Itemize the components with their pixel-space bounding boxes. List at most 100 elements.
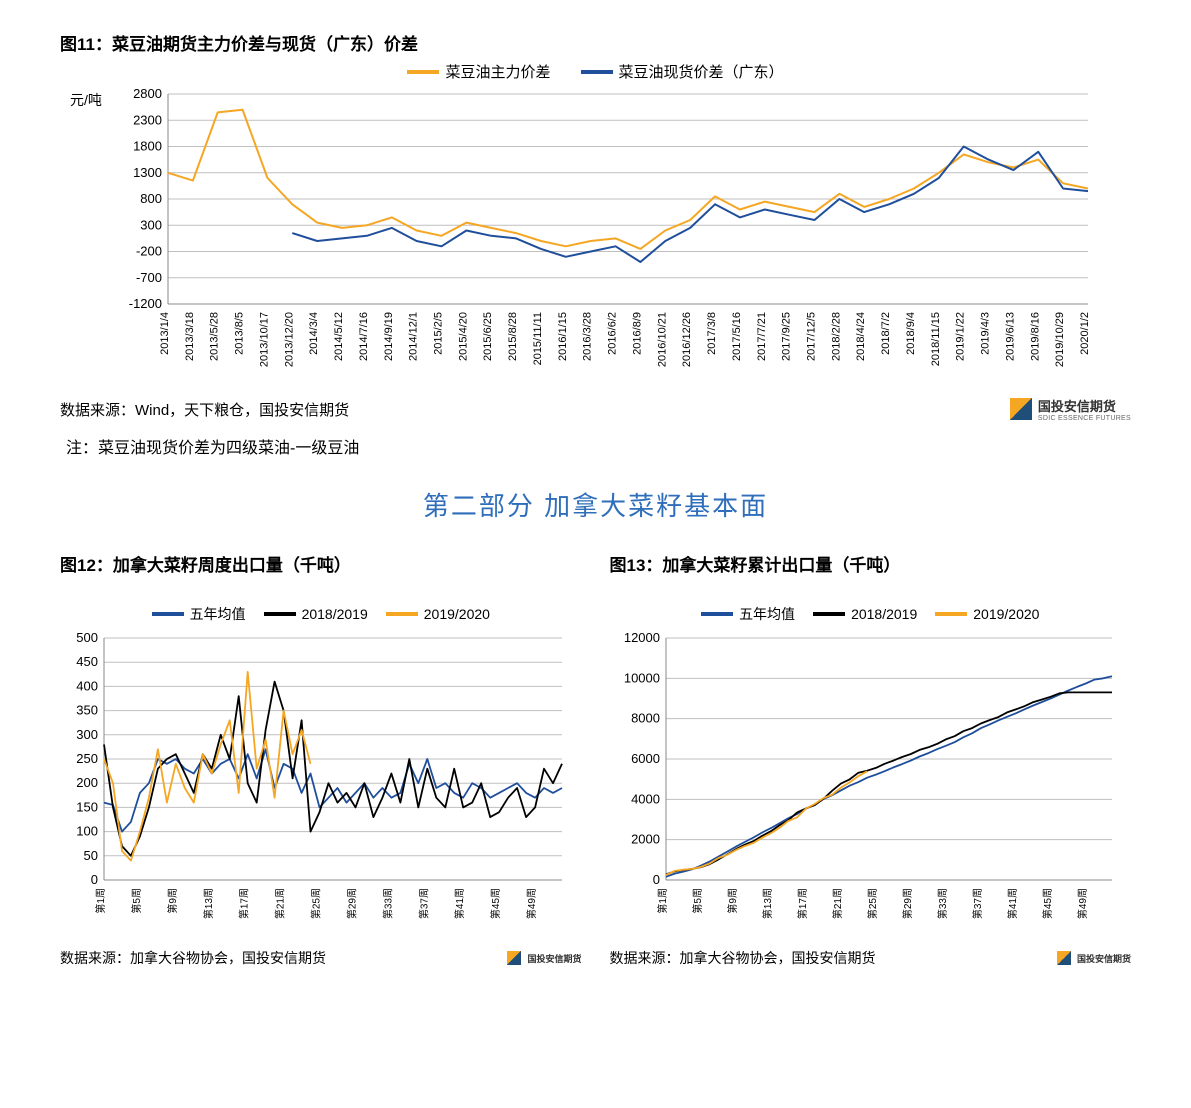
legend-label: 2019/2020 — [424, 606, 490, 622]
svg-text:2017/9/25: 2017/9/25 — [781, 312, 793, 361]
svg-text:2019/10/29: 2019/10/29 — [1054, 312, 1066, 367]
section-title: 第二部分 加拿大菜籽基本面 — [60, 486, 1131, 523]
svg-text:2019/1/22: 2019/1/22 — [955, 312, 967, 361]
svg-text:2000: 2000 — [631, 832, 660, 847]
svg-text:第13周: 第13周 — [202, 888, 215, 919]
svg-text:2014/12/1: 2014/12/1 — [408, 312, 420, 361]
chart13-legend: 五年均值 2018/2019 2019/2020 — [610, 604, 1132, 624]
svg-text:2016/10/21: 2016/10/21 — [656, 312, 668, 367]
legend-item-futures: 菜豆油主力价差 — [407, 61, 550, 82]
svg-text:第45周: 第45周 — [489, 888, 502, 919]
legend-label: 2018/2019 — [851, 606, 917, 622]
svg-text:2020/1/2: 2020/1/2 — [1079, 312, 1091, 355]
svg-text:第13周: 第13周 — [760, 888, 773, 919]
svg-text:第37周: 第37周 — [970, 888, 983, 919]
chart12-title: 图12：加拿大菜籽周度出口量（千吨） — [60, 551, 582, 576]
chart11-plot: -1200-700-20030080013001800230028002013/… — [108, 84, 1098, 394]
chart11-source: 数据来源：Wind，天下粮仓，国投安信期货 — [60, 399, 349, 420]
svg-text:第9周: 第9周 — [166, 888, 179, 914]
svg-text:第9周: 第9周 — [725, 888, 738, 914]
svg-text:300: 300 — [140, 217, 162, 232]
svg-text:2014/5/12: 2014/5/12 — [333, 312, 345, 361]
svg-text:2013/5/28: 2013/5/28 — [209, 312, 221, 361]
svg-text:2013/10/17: 2013/10/17 — [258, 312, 270, 367]
svg-text:0: 0 — [91, 872, 98, 887]
svg-text:2014/7/16: 2014/7/16 — [358, 312, 370, 361]
legend-item-spot: 菜豆油现货价差（广东） — [581, 61, 784, 82]
svg-text:2014/3/4: 2014/3/4 — [308, 312, 320, 355]
logo-mark-icon — [1057, 951, 1071, 965]
svg-text:0: 0 — [652, 872, 659, 887]
chart12-legend: 五年均值 2018/2019 2019/2020 — [60, 604, 582, 624]
svg-text:500: 500 — [76, 630, 98, 645]
svg-text:第5周: 第5周 — [690, 888, 703, 914]
svg-text:10000: 10000 — [623, 670, 659, 685]
chart11-yaxis-label: 元/吨 — [70, 90, 102, 110]
svg-text:2014/9/19: 2014/9/19 — [383, 312, 395, 361]
svg-text:2016/12/26: 2016/12/26 — [681, 312, 693, 367]
chart12-source: 数据来源：加拿大谷物协会，国投安信期货 — [60, 948, 326, 968]
legend-label: 五年均值 — [739, 604, 795, 624]
chart13-source: 数据来源：加拿大谷物协会，国投安信期货 — [610, 948, 876, 968]
chart11-title: 图11：菜豆油期货主力价差与现货（广东）价差 — [60, 30, 1131, 55]
brand-logo: 国投安信期货 — [507, 951, 581, 965]
svg-text:第17周: 第17周 — [238, 888, 251, 919]
brand-logo: 国投安信期货 — [1057, 951, 1131, 965]
svg-text:2015/8/28: 2015/8/28 — [507, 312, 519, 361]
svg-text:2017/12/5: 2017/12/5 — [805, 312, 817, 361]
svg-text:12000: 12000 — [623, 630, 659, 645]
svg-text:第33周: 第33周 — [381, 888, 394, 919]
chart13-title: 图13：加拿大菜籽累计出口量（千吨） — [610, 551, 1132, 576]
svg-text:第21周: 第21周 — [274, 888, 287, 919]
svg-text:2019/8/16: 2019/8/16 — [1029, 312, 1041, 361]
svg-text:第29周: 第29周 — [345, 888, 358, 919]
brand-logo: 国投安信期货 SDIC ESSENCE FUTURES — [1010, 396, 1131, 422]
chart13-plot: 020004000600080001000012000第1周第5周第9周第13周… — [610, 626, 1120, 946]
svg-text:2013/3/18: 2013/3/18 — [184, 312, 196, 361]
chart11-legend: 菜豆油主力价差 菜豆油现货价差（广东） — [60, 61, 1131, 82]
svg-text:2017/3/8: 2017/3/8 — [706, 312, 718, 355]
svg-text:2013/8/5: 2013/8/5 — [233, 312, 245, 355]
svg-text:2018/2/28: 2018/2/28 — [830, 312, 842, 361]
svg-text:1800: 1800 — [133, 139, 162, 154]
svg-text:2018/9/4: 2018/9/4 — [905, 312, 917, 355]
svg-text:150: 150 — [76, 799, 98, 814]
svg-text:800: 800 — [140, 191, 162, 206]
svg-text:第21周: 第21周 — [830, 888, 843, 919]
svg-text:第49周: 第49周 — [525, 888, 538, 919]
chart11-note: 注：菜豆油现货价差为四级菜油-一级豆油 — [66, 434, 1131, 458]
svg-text:300: 300 — [76, 727, 98, 742]
legend-label: 2019/2020 — [973, 606, 1039, 622]
svg-text:2016/6/2: 2016/6/2 — [606, 312, 618, 355]
svg-text:2016/3/28: 2016/3/28 — [582, 312, 594, 361]
svg-text:2015/6/25: 2015/6/25 — [482, 312, 494, 361]
svg-text:450: 450 — [76, 654, 98, 669]
svg-text:2019/6/13: 2019/6/13 — [1004, 312, 1016, 361]
svg-text:350: 350 — [76, 703, 98, 718]
logo-cn: 国投安信期货 — [527, 952, 581, 965]
logo-mark-icon — [1010, 398, 1032, 420]
svg-text:2015/4/20: 2015/4/20 — [457, 312, 469, 361]
svg-text:2019/4/3: 2019/4/3 — [979, 312, 991, 355]
svg-text:2018/11/15: 2018/11/15 — [930, 312, 942, 366]
logo-mark-icon — [507, 951, 521, 965]
svg-text:2018/7/2: 2018/7/2 — [880, 312, 892, 355]
chart12-plot: 050100150200250300350400450500第1周第5周第9周第… — [60, 626, 570, 946]
svg-text:2013/1/4: 2013/1/4 — [159, 312, 171, 355]
legend-label: 菜豆油主力价差 — [445, 61, 550, 82]
svg-text:-1200: -1200 — [129, 296, 162, 311]
svg-text:4000: 4000 — [631, 791, 660, 806]
chart12-container: 图12：加拿大菜籽周度出口量（千吨） 五年均值 2018/2019 2019/2… — [60, 541, 582, 968]
svg-text:第1周: 第1周 — [94, 888, 107, 914]
svg-text:第41周: 第41周 — [453, 888, 466, 919]
svg-text:2016/8/9: 2016/8/9 — [631, 312, 643, 355]
svg-text:第37周: 第37周 — [417, 888, 430, 919]
svg-text:第33周: 第33周 — [935, 888, 948, 919]
svg-text:-200: -200 — [136, 244, 162, 259]
svg-text:2015/2/5: 2015/2/5 — [432, 312, 444, 355]
legend-label: 五年均值 — [190, 604, 246, 624]
chart13-container: 图13：加拿大菜籽累计出口量（千吨） 五年均值 2018/2019 2019/2… — [610, 541, 1132, 968]
svg-text:第25周: 第25周 — [310, 888, 323, 919]
svg-text:第49周: 第49周 — [1075, 888, 1088, 919]
logo-cn: 国投安信期货 — [1077, 952, 1131, 965]
